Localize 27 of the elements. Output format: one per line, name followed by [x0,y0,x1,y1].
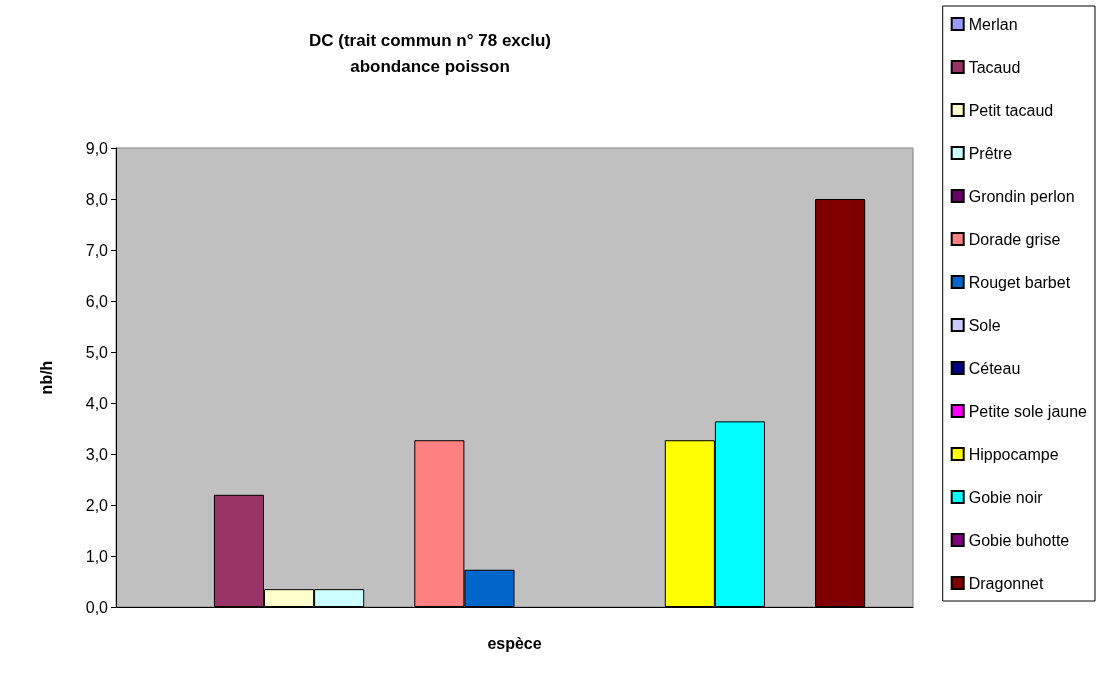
y-axis-title: nb/h [37,360,55,395]
y-tick-label: 5,0 [85,343,109,361]
legend-label: Gobie buhotte [968,531,1070,549]
legend-label: Grondin perlon [968,187,1075,205]
chart-title: DC (trait commun n° 78 exclu) abondance poisson [308,30,552,76]
legend-label: Prêtre [968,144,1013,162]
legend-label: Tacaud [968,58,1021,76]
y-tick-label: 8,0 [85,190,109,208]
y-tick-label: 3,0 [85,445,109,463]
x-axis-title: espèce [487,634,542,652]
y-tick-label: 7,0 [85,241,109,259]
legend-label: Hippocampe [968,445,1059,463]
y-tick-label: 2,0 [85,496,109,514]
y-tick-label: 0,0 [85,598,109,616]
legend-label: Dorade grise [968,230,1061,248]
legend-label: Céteau [968,359,1021,377]
legend-label: Rouget barbet [968,273,1071,291]
legend-label: Petite sole jaune [968,402,1088,420]
legend-label: Gobie noir [968,488,1044,506]
y-tick-label: 9,0 [85,139,109,157]
y-tick-label: 4,0 [85,394,109,412]
y-tick-label: 1,0 [85,547,109,565]
legend-label: Sole [968,316,1001,334]
legend-label: Petit tacaud [968,101,1054,119]
legend-label: Merlan [968,15,1018,33]
y-tick-label: 6,0 [85,292,109,310]
legend-label: Dragonnet [968,574,1044,592]
